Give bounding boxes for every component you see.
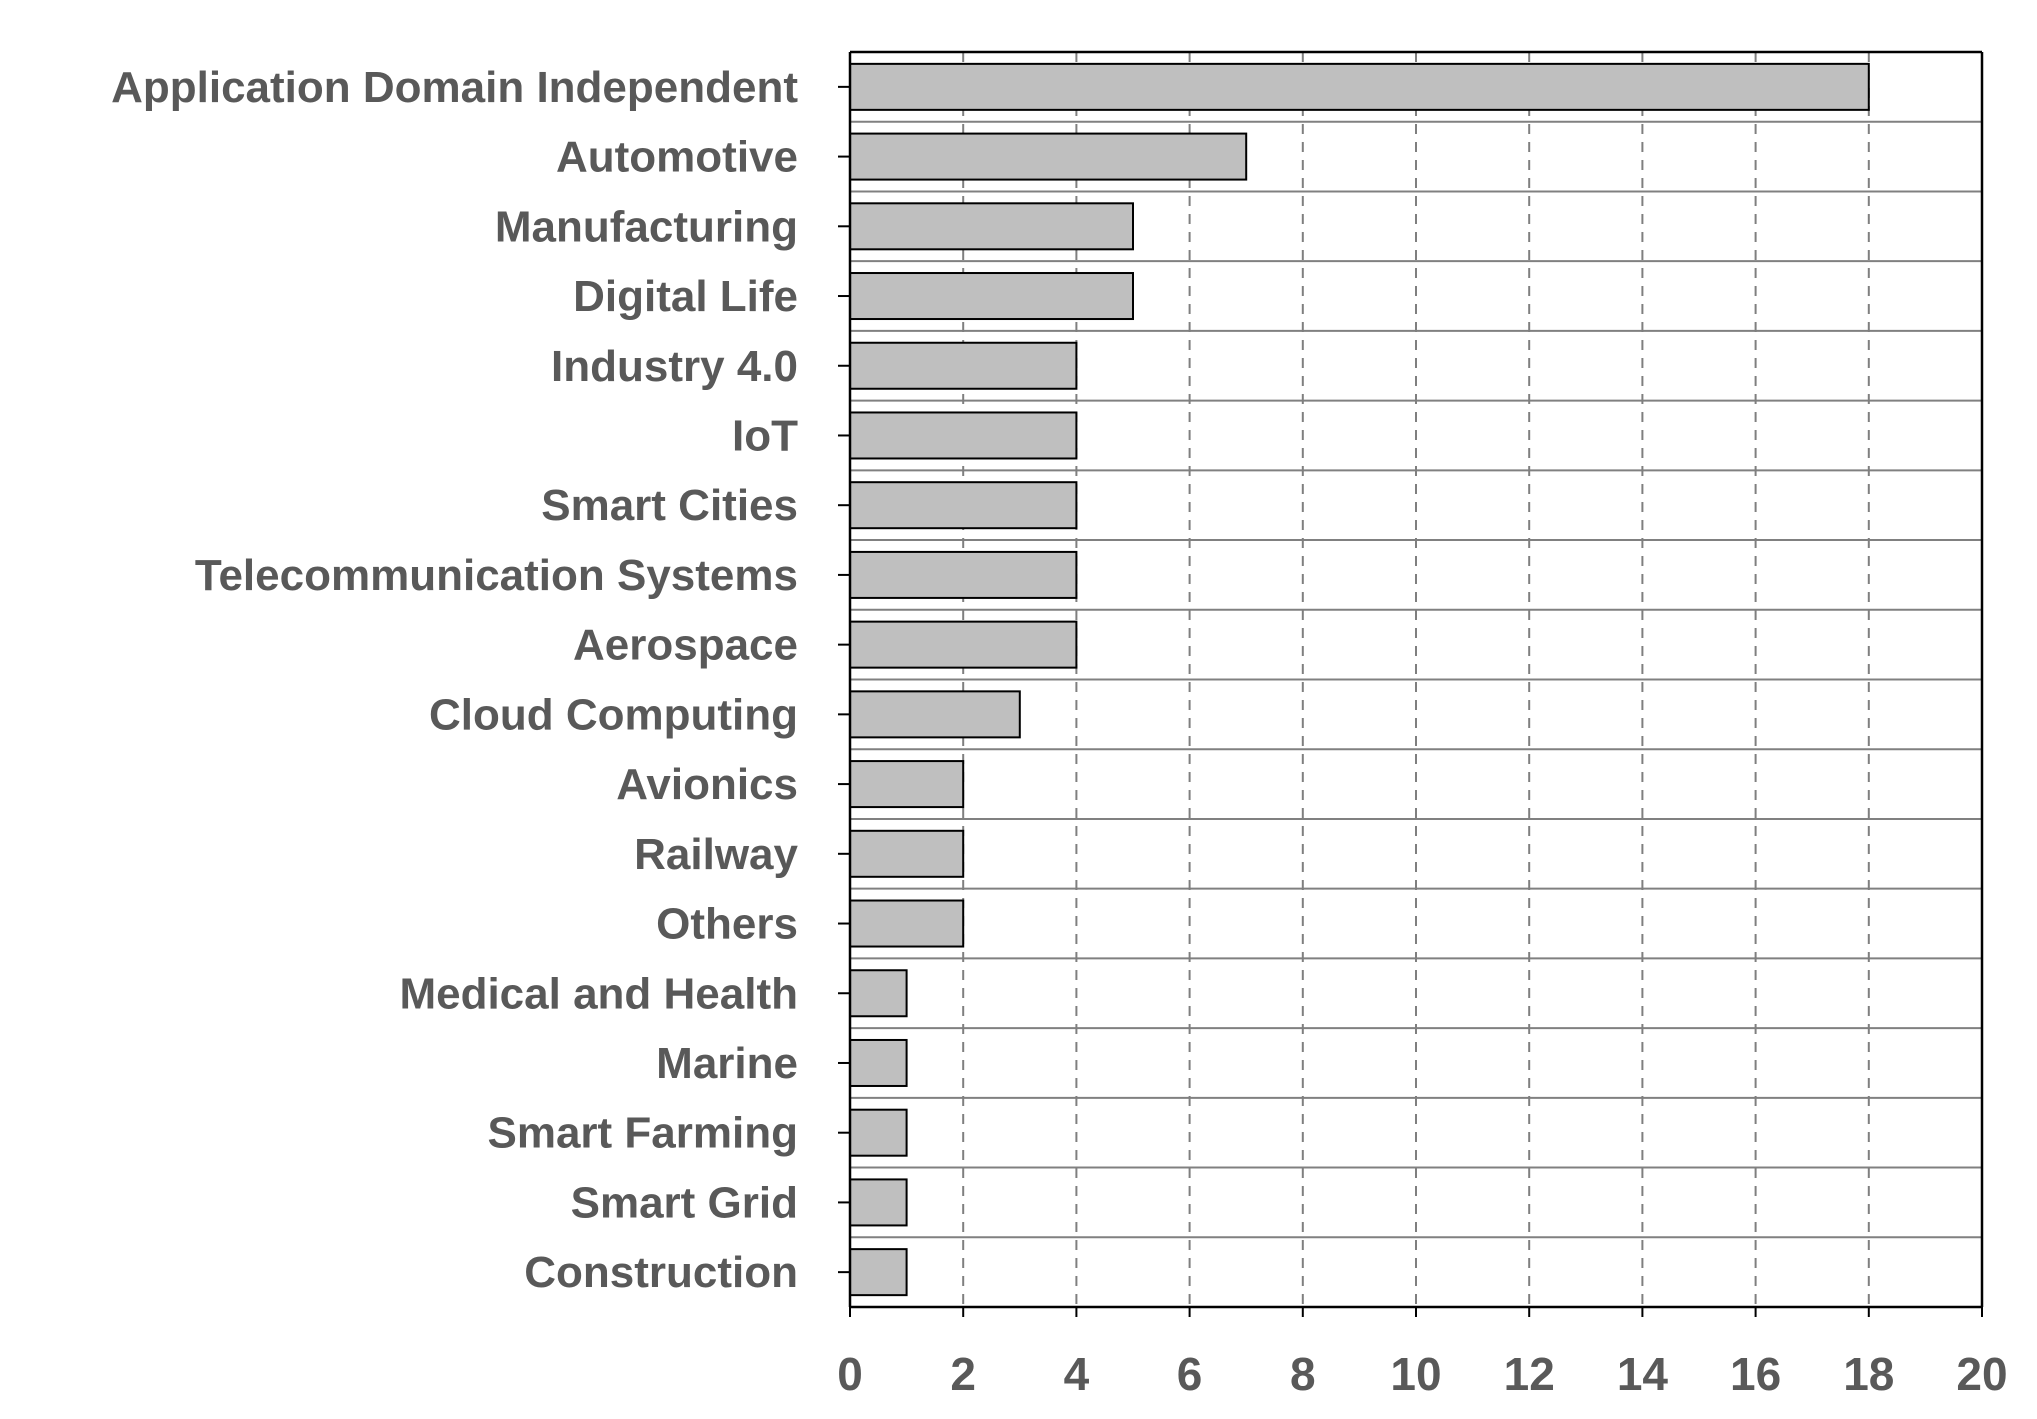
x-tick-label: 14 [1617, 1348, 1669, 1400]
bar [849, 132, 1248, 181]
x-tick-label: 6 [1177, 1348, 1203, 1400]
category-label: Marine [656, 1039, 798, 1088]
category-label: Others [656, 900, 798, 949]
bar [849, 550, 1078, 599]
bar [849, 202, 1134, 251]
axes [838, 50, 1984, 1317]
category-label: Automotive [556, 133, 798, 182]
bar [849, 411, 1078, 460]
category-labels: Application Domain Independent Automotive… [111, 63, 798, 1297]
category-label: Smart Cities [541, 481, 798, 530]
bar [849, 899, 965, 948]
bar [849, 481, 1078, 530]
bar [849, 1038, 908, 1087]
category-label: Smart Farming [487, 1109, 798, 1158]
bar [849, 969, 908, 1018]
x-tick-label: 20 [1956, 1348, 2007, 1400]
bar [849, 620, 1078, 669]
bar [849, 1178, 908, 1227]
category-label: Construction [524, 1248, 798, 1297]
x-tick-label: 18 [1843, 1348, 1894, 1400]
category-label: Digital Life [573, 272, 798, 321]
bar [849, 62, 1870, 111]
x-tick-label: 0 [837, 1348, 863, 1400]
category-label: Railway [634, 830, 798, 879]
x-tick-label: 8 [1290, 1348, 1316, 1400]
x-tick-labels: 0 2 4 6 8 10 12 14 16 18 20 [837, 1348, 2007, 1400]
bar [849, 1108, 908, 1157]
category-label: Cloud Computing [429, 690, 798, 739]
category-label: Manufacturing [495, 202, 798, 251]
category-label: Medical and Health [399, 969, 798, 1018]
x-tick-label: 4 [1064, 1348, 1090, 1400]
bar [849, 341, 1078, 390]
bars [849, 62, 1870, 1297]
bar [849, 1248, 908, 1297]
category-label: Application Domain Independent [111, 63, 798, 112]
category-label: Industry 4.0 [551, 342, 798, 391]
category-label: IoT [732, 411, 798, 460]
x-tick-label: 16 [1730, 1348, 1781, 1400]
x-tick-label: 12 [1504, 1348, 1555, 1400]
bar [849, 760, 965, 809]
bar [849, 690, 1021, 739]
category-label: Avionics [616, 760, 798, 809]
category-label: Smart Grid [571, 1178, 798, 1227]
gridlines [962, 52, 1870, 1307]
x-tick-label: 10 [1390, 1348, 1441, 1400]
bar [849, 829, 965, 878]
category-label: Aerospace [573, 621, 798, 670]
category-label: Telecommunication Systems [195, 551, 798, 600]
bar [849, 272, 1134, 321]
x-tick-label: 2 [950, 1348, 976, 1400]
